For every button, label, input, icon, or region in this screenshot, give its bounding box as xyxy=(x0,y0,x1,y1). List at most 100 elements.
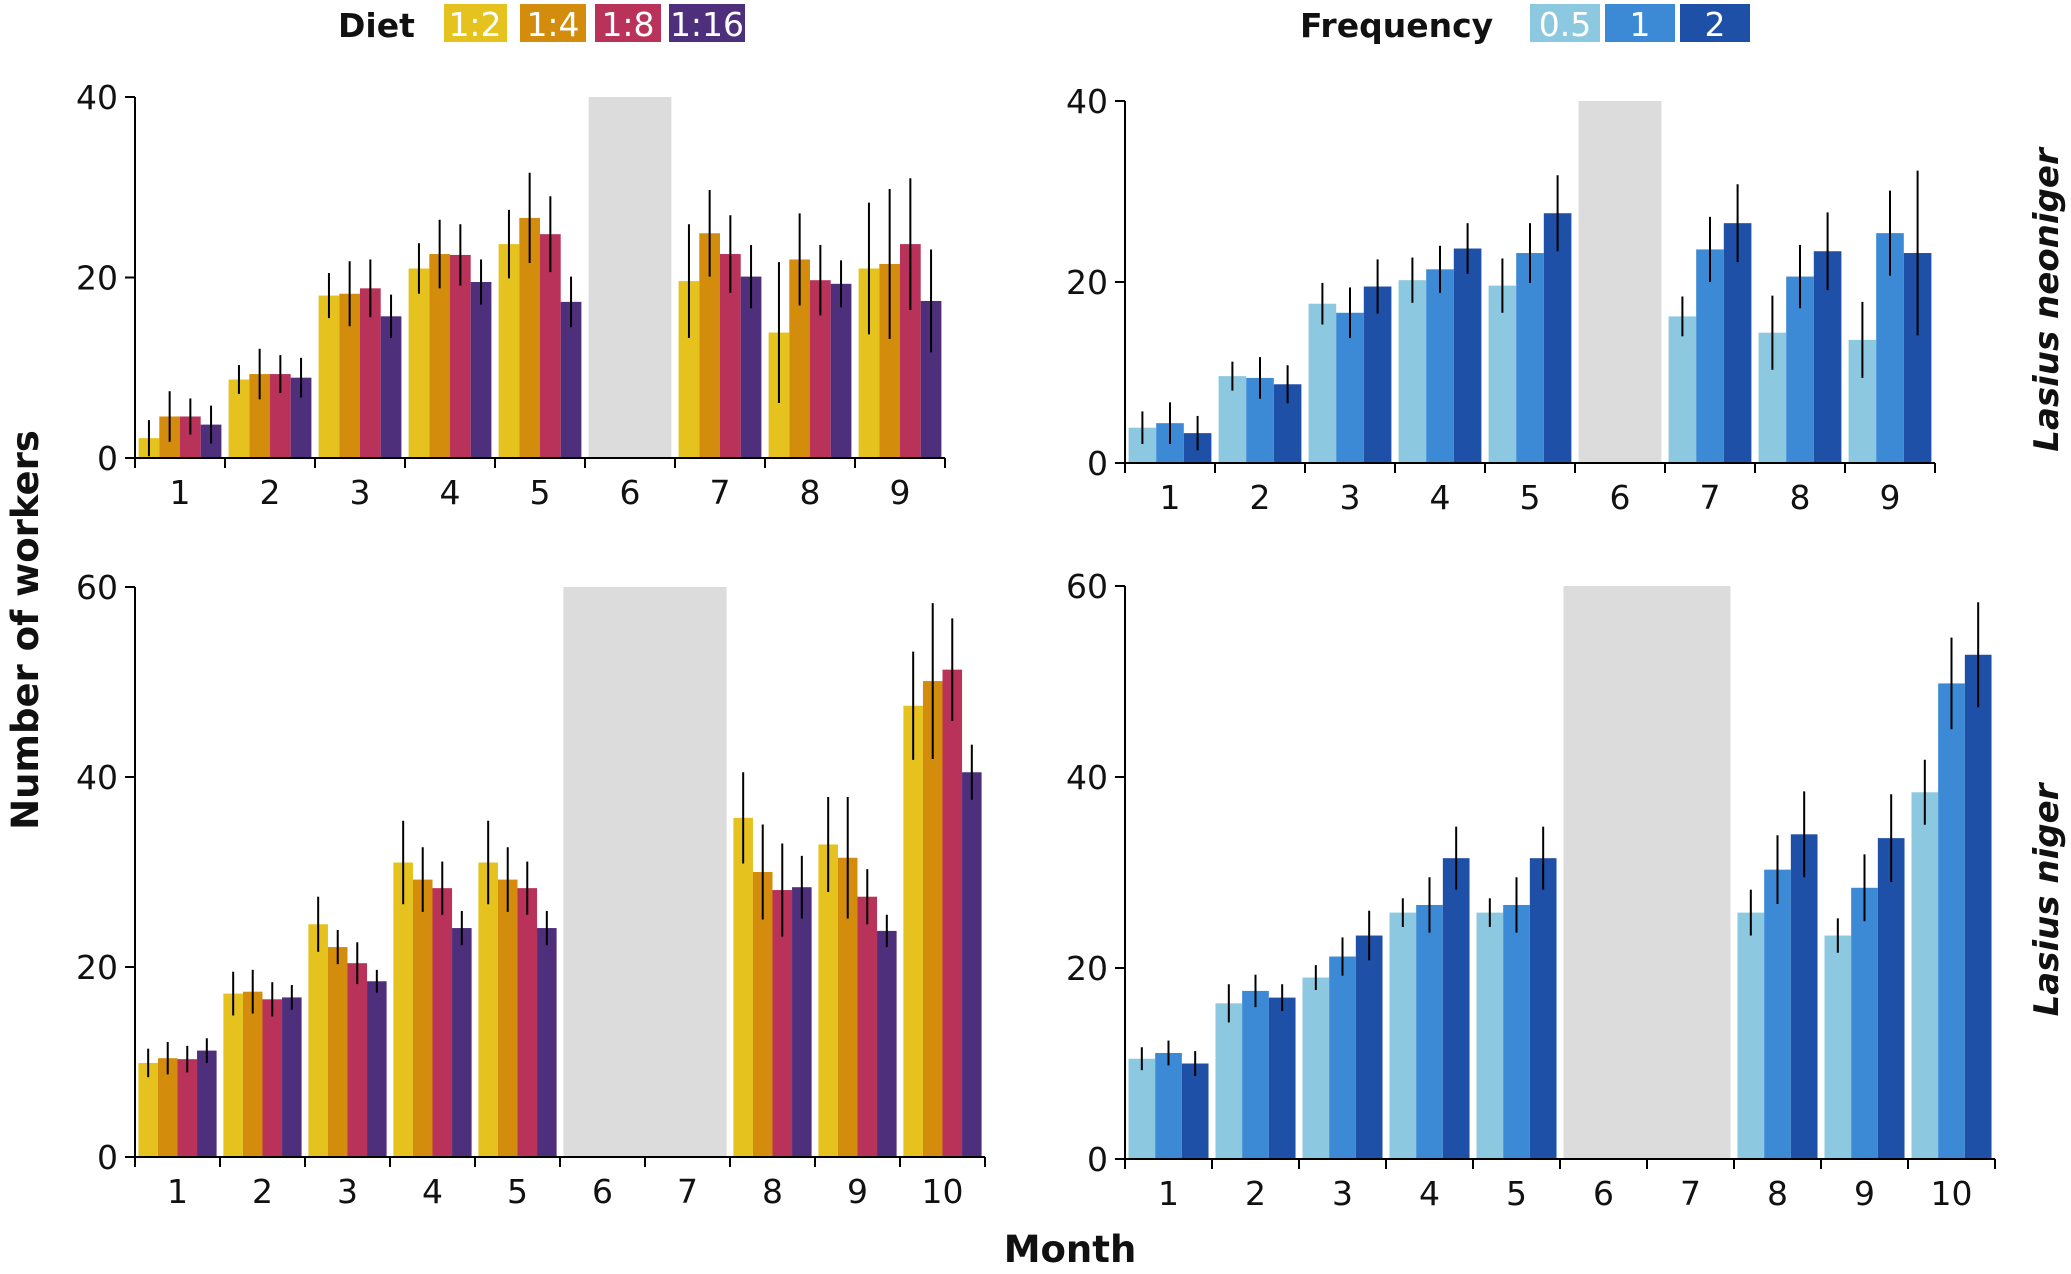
y-tick-label: 20 xyxy=(1066,263,1108,302)
bar xyxy=(177,1059,198,1157)
bar xyxy=(308,924,328,1157)
legend-label-frequency-2: 1 xyxy=(1630,5,1651,44)
bar xyxy=(900,244,921,458)
bar xyxy=(857,896,878,1157)
bar xyxy=(837,857,858,1157)
bar xyxy=(262,999,283,1157)
bar xyxy=(903,705,923,1157)
x-tick-label: 5 xyxy=(530,473,551,512)
bar xyxy=(792,887,812,1157)
bar xyxy=(470,282,492,458)
x-tick-label: 1 xyxy=(1160,478,1181,517)
bar xyxy=(318,295,340,458)
bar xyxy=(497,879,518,1157)
bar xyxy=(408,268,430,458)
y-tick-label: 40 xyxy=(76,78,118,117)
bar xyxy=(1737,912,1765,1159)
bar xyxy=(1529,858,1557,1159)
x-tick-label: 9 xyxy=(890,473,911,512)
bar xyxy=(498,244,520,458)
bar xyxy=(699,233,720,458)
row-label-lasius-niger: Lasius niger xyxy=(2027,781,2067,1016)
bar xyxy=(858,268,880,458)
bar xyxy=(720,254,741,458)
bar xyxy=(733,817,753,1157)
y-tick-label: 0 xyxy=(97,1138,118,1177)
bar xyxy=(223,993,243,1157)
bar xyxy=(242,991,263,1157)
legend-swatch-diet-2 xyxy=(520,4,586,42)
legend-label-frequency-1: 0.5 xyxy=(1539,5,1591,44)
bar xyxy=(432,888,453,1157)
bar xyxy=(877,930,897,1157)
legend-label-diet-2: 1:4 xyxy=(526,5,579,44)
bar xyxy=(1938,683,1965,1159)
bar xyxy=(249,374,270,458)
bar xyxy=(830,283,852,458)
bar xyxy=(450,254,471,458)
bar xyxy=(1723,223,1752,463)
panel-top-right-chart: 0 20 40 1 2 3 4 5 6 7 8 9 xyxy=(1066,82,1936,517)
bar xyxy=(1790,834,1818,1159)
x-tick-label: 8 xyxy=(800,473,821,512)
x-tick-label: 7 xyxy=(710,473,731,512)
x-axis-title: Month xyxy=(1004,1228,1137,1271)
legend-frequency-title: Frequency xyxy=(1300,6,1493,45)
bar xyxy=(1128,1058,1156,1159)
bar xyxy=(818,844,838,1157)
y-tick-label: 20 xyxy=(1066,949,1108,988)
bar xyxy=(367,981,387,1157)
y-tick-label: 0 xyxy=(1087,1140,1108,1179)
x-tick-label: 6 xyxy=(620,473,641,512)
bar xyxy=(678,281,700,458)
bar xyxy=(1696,249,1724,463)
y-tick-label: 60 xyxy=(1066,567,1108,606)
bar xyxy=(517,888,538,1157)
bar xyxy=(1426,269,1454,463)
bar xyxy=(429,254,450,458)
legend-swatch-diet-4 xyxy=(669,4,745,42)
bar xyxy=(1355,935,1383,1159)
bar xyxy=(339,293,360,458)
bar xyxy=(1503,904,1530,1159)
bar xyxy=(1543,213,1572,463)
x-tick-label: 3 xyxy=(1332,1174,1353,1213)
bar xyxy=(1851,887,1878,1159)
bar xyxy=(560,301,582,458)
legend-swatch-frequency-3 xyxy=(1680,4,1750,42)
y-tick-label: 60 xyxy=(76,568,118,607)
bar xyxy=(1488,285,1517,463)
bar xyxy=(1398,280,1427,463)
panel-top-left-chart: 0 20 40 1 2 3 4 5 6 7 8 9 xyxy=(76,78,946,512)
legend-diet-title: Diet xyxy=(338,6,415,45)
bar xyxy=(772,890,793,1157)
x-tick-label: 9 xyxy=(1854,1174,1875,1213)
y-tick-label: 40 xyxy=(1066,82,1108,121)
bar xyxy=(412,879,433,1157)
x-tick-label: 3 xyxy=(1340,478,1361,517)
bar xyxy=(1476,912,1504,1159)
bar xyxy=(197,1050,217,1157)
bar xyxy=(360,288,381,458)
x-tick-label: 1 xyxy=(1158,1174,1179,1213)
x-tick-label: 7 xyxy=(677,1172,698,1211)
bar xyxy=(1442,858,1470,1159)
bar xyxy=(347,963,368,1157)
y-tick-label: 20 xyxy=(76,259,118,298)
missing-data-region xyxy=(1578,101,1662,463)
bar xyxy=(180,416,201,458)
panel-bottom-left-chart: 0 20 40 60 1 2 3 4 5 6 7 8 9 10 xyxy=(76,568,986,1211)
x-tick-label: 6 xyxy=(1593,1174,1614,1213)
bar xyxy=(290,377,312,458)
bar xyxy=(1389,912,1417,1159)
bar xyxy=(519,217,540,458)
legend-swatch-diet-1 xyxy=(444,4,507,42)
bar xyxy=(1268,997,1296,1159)
x-tick-label: 7 xyxy=(1680,1174,1701,1213)
bar xyxy=(138,1062,158,1157)
bar xyxy=(789,259,810,458)
bar xyxy=(1453,248,1482,463)
bar xyxy=(270,374,291,458)
bar xyxy=(1215,1003,1243,1159)
